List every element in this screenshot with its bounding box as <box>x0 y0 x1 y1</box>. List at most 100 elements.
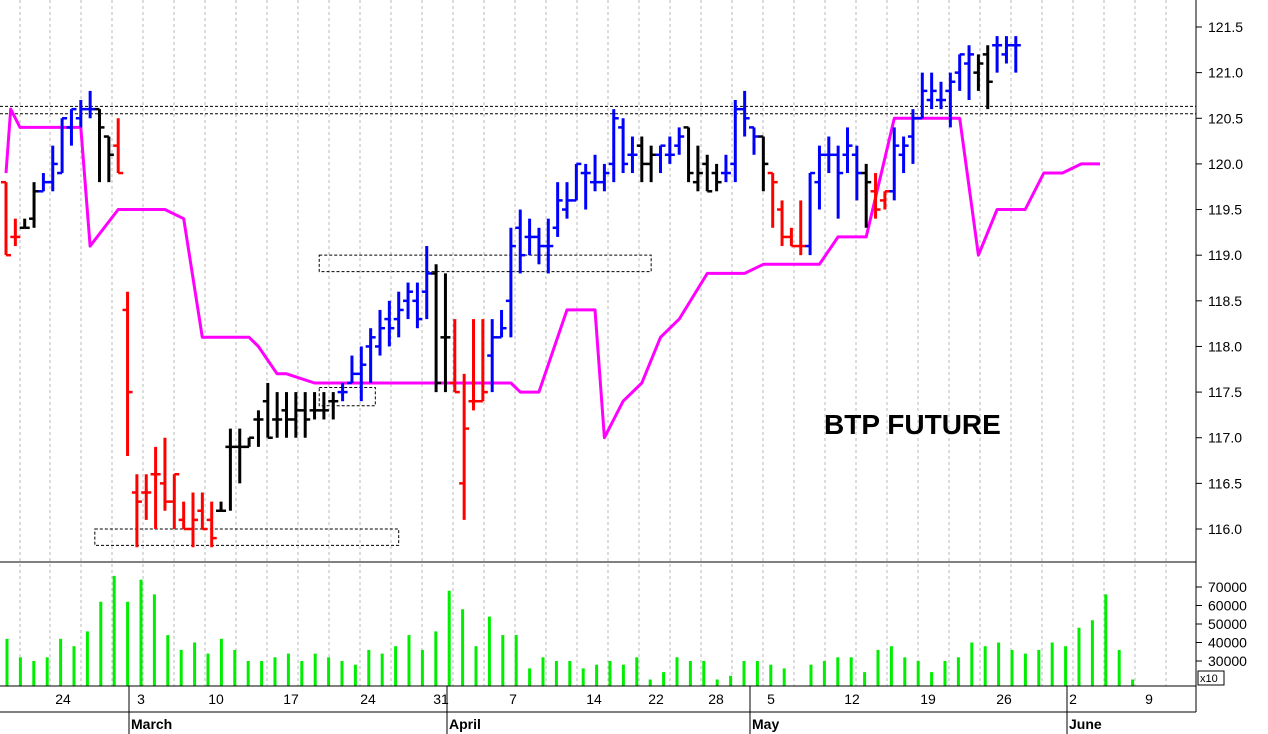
day-tick-label: 9 <box>1145 691 1153 707</box>
day-tick-label: 14 <box>586 691 602 707</box>
ohlc-bar <box>767 171 778 228</box>
ohlc-bar <box>533 227 544 265</box>
stop-line <box>4 107 1100 440</box>
ohlc-bar <box>496 309 507 339</box>
day-tick-label: 10 <box>208 691 224 707</box>
ohlc-bar <box>814 145 825 210</box>
ohlc-bar <box>169 472 180 529</box>
ohlc-bar <box>636 136 647 183</box>
ohlc-bar <box>936 81 946 110</box>
ohlc-bar <box>290 392 301 438</box>
ohlc-bar <box>749 126 759 155</box>
ohlc-bar <box>571 162 582 202</box>
price-tick-label: 117.0 <box>1208 430 1242 446</box>
ohlc-bar <box>730 100 741 183</box>
ohlc-bar <box>777 200 788 247</box>
day-tick-label: 2 <box>1069 691 1077 707</box>
ohlc-bar <box>562 182 572 219</box>
ohlc-bar <box>356 346 367 402</box>
ohlc-bar <box>216 501 227 512</box>
axis-labels: 116.0 116.5 117.0 117.5 118.0 118.5 119.0 119.5… <box>55 19 1247 732</box>
ohlc-bar <box>833 145 844 219</box>
ohlc-bar <box>318 392 329 420</box>
month-label: June <box>1069 716 1102 732</box>
ohlc-bar <box>159 437 170 511</box>
month-label: May <box>752 716 779 732</box>
price-tick-label: 116.0 <box>1208 521 1242 537</box>
ohlc-bar <box>103 135 114 183</box>
ohlc-bar <box>992 36 1003 73</box>
volume-bars <box>5 575 1135 686</box>
day-tick-label: 24 <box>55 691 71 707</box>
ohlc-bar <box>94 107 105 183</box>
ohlc-bar <box>543 218 554 274</box>
price-tick-label: 117.5 <box>1208 384 1242 400</box>
ohlc-bar <box>66 107 77 146</box>
ohlc-bar <box>608 109 619 183</box>
day-tick-label: 31 <box>433 691 449 707</box>
day-tick-label: 17 <box>283 691 299 707</box>
ohlc-bar <box>47 145 58 192</box>
ohlc-bar <box>131 474 142 548</box>
price-tick-label: 116.5 <box>1208 475 1242 491</box>
grid-lines <box>0 0 1196 686</box>
ohlc-bar <box>646 145 657 183</box>
dotted-range-box <box>318 254 652 273</box>
day-tick-label: 19 <box>920 691 936 707</box>
ohlc-bar <box>85 90 96 119</box>
ohlc-bars <box>1 36 1021 548</box>
price-tick-label: 120.5 <box>1208 110 1243 126</box>
ohlc-bar <box>795 200 806 256</box>
ohlc-bar <box>440 273 451 393</box>
ohlc-bar <box>188 492 198 548</box>
axes <box>0 0 1225 734</box>
price-tick-label: 119.0 <box>1208 247 1242 263</box>
ohlc-bar <box>393 291 404 338</box>
ohlc-bar <box>29 182 40 228</box>
annotation-boxes <box>94 254 652 546</box>
ohlc-bar <box>487 319 498 393</box>
ohlc-bar <box>580 163 591 210</box>
ohlc-bar <box>917 72 928 120</box>
volume-tick-label: 70000 <box>1208 579 1247 595</box>
day-tick-label: 3 <box>137 691 145 707</box>
ohlc-bar <box>674 127 685 155</box>
ohlc-bar <box>823 136 834 174</box>
day-tick-label: 7 <box>509 691 517 707</box>
ohlc-bar <box>590 154 601 192</box>
ohlc-bar <box>898 136 909 174</box>
ohlc-bar <box>552 182 563 237</box>
ohlc-bar <box>449 319 460 394</box>
ohlc-bar <box>973 54 984 91</box>
ohlc-bar <box>234 428 245 484</box>
ohlc-bar <box>720 154 731 183</box>
chart-title: BTP FUTURE <box>824 409 1001 440</box>
ohlc-bar <box>38 173 49 193</box>
dotted-range-box <box>318 387 376 407</box>
ohlc-bar <box>477 319 488 403</box>
day-tick-label: 5 <box>767 691 775 707</box>
ohlc-bar <box>57 117 68 175</box>
ohlc-bar <box>309 392 320 420</box>
ohlc-bar <box>954 53 965 91</box>
ohlc-bar <box>711 163 722 192</box>
ohlc-bar <box>805 171 816 256</box>
ohlc-bar <box>505 227 516 338</box>
ohlc-bar <box>879 190 890 210</box>
day-tick-label: 12 <box>844 691 860 707</box>
ohlc-bar <box>253 410 264 447</box>
price-tick-label: 121.0 <box>1208 65 1243 81</box>
ohlc-bar <box>244 436 255 449</box>
ohlc-bar <box>842 127 853 174</box>
ohlc-bar <box>384 300 395 347</box>
day-tick-label: 26 <box>996 691 1012 707</box>
ohlc-bar <box>281 392 292 438</box>
volume-tick-label: 40000 <box>1208 635 1247 651</box>
ohlc-bar <box>300 392 311 438</box>
ohlc-bar <box>758 135 769 192</box>
dotted-range-box <box>94 528 400 546</box>
ohlc-bar <box>870 173 881 219</box>
price-tick-label: 121.5 <box>1208 19 1243 35</box>
ohlc-bar <box>272 392 283 438</box>
